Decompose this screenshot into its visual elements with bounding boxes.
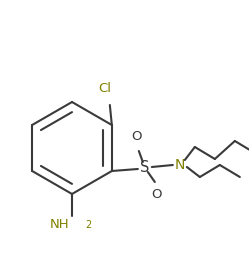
- Text: O: O: [152, 189, 162, 202]
- Text: NH: NH: [49, 218, 69, 231]
- Text: 2: 2: [85, 220, 91, 230]
- Text: Cl: Cl: [98, 82, 111, 95]
- Text: O: O: [131, 131, 142, 144]
- Text: N: N: [175, 158, 185, 172]
- Text: S: S: [140, 160, 150, 175]
